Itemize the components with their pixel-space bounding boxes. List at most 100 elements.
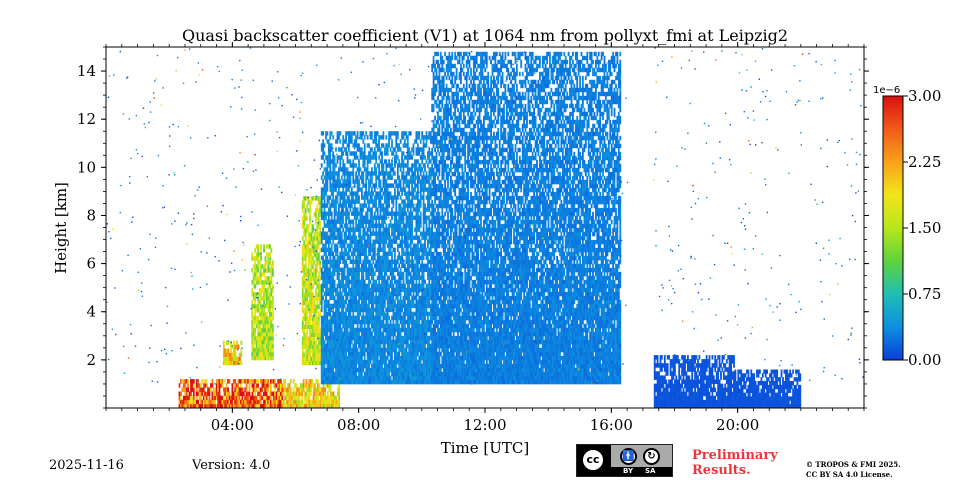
heatmap-cell <box>329 275 332 280</box>
heatmap-cell <box>323 211 326 216</box>
heatmap-cell <box>325 179 327 184</box>
heatmap-cell <box>381 155 383 160</box>
heatmap-cell <box>396 259 399 264</box>
heatmap-cell <box>332 235 335 240</box>
heatmap-cell <box>228 403 231 408</box>
heatmap-cell <box>338 171 340 176</box>
heatmap-cell <box>326 283 329 289</box>
heatmap-cell <box>361 287 363 293</box>
heatmap-cell <box>385 167 388 172</box>
heatmap-cell <box>301 276 304 281</box>
heatmap-cell <box>401 307 403 313</box>
heatmap-cell <box>355 211 357 216</box>
heatmap-cell <box>378 175 380 180</box>
heatmap-cell <box>340 251 343 256</box>
heatmap-cell <box>264 260 267 265</box>
heatmap-cell <box>330 243 333 248</box>
heatmap-cell <box>266 268 268 273</box>
heatmap-cell <box>257 343 260 349</box>
heatmap-cell <box>251 280 254 285</box>
heatmap-cell <box>260 276 262 281</box>
heatmap-cell <box>228 352 231 357</box>
heatmap-cell <box>329 307 332 313</box>
heatmap-cell <box>265 387 268 392</box>
heatmap-cell <box>294 391 296 396</box>
heatmap-cell <box>371 331 373 337</box>
heatmap-cell <box>361 179 363 184</box>
heatmap-cell <box>285 403 288 408</box>
heatmap-cell <box>322 279 324 284</box>
heatmap-cell <box>342 303 345 309</box>
heatmap-cell <box>254 264 257 269</box>
heatmap-cell <box>356 183 359 188</box>
heatmap-cell <box>275 383 278 388</box>
heatmap-cell <box>267 316 270 321</box>
heatmap-cell <box>306 324 309 329</box>
heatmap-cell <box>306 280 309 285</box>
heatmap-cell <box>327 303 330 309</box>
heatmap-cell <box>322 379 324 385</box>
heatmap-cell <box>257 324 260 329</box>
heatmap-cell <box>326 263 329 268</box>
heatmap-cell <box>356 375 359 381</box>
heatmap-cell <box>409 307 412 313</box>
heatmap-cell <box>251 336 254 341</box>
heatmap-cell <box>234 383 237 388</box>
heatmap-cell <box>408 283 411 289</box>
heatmap-cell <box>332 263 335 268</box>
heatmap-cell <box>339 371 342 377</box>
heatmap-cell <box>270 304 273 309</box>
heatmap-cell <box>309 248 311 253</box>
heatmap-cell <box>191 383 194 388</box>
heatmap-cell <box>361 203 363 208</box>
heatmap-cell <box>299 387 302 392</box>
heatmap-cell <box>292 391 295 396</box>
heatmap-cell <box>277 399 279 405</box>
heatmap-cell <box>339 255 342 260</box>
heatmap-cell <box>412 191 415 196</box>
heatmap-cell <box>304 340 307 345</box>
heatmap-cell <box>336 199 339 204</box>
heatmap-cell <box>356 335 359 341</box>
heatmap-cell <box>385 179 388 184</box>
heatmap-cell <box>267 332 270 337</box>
heatmap-cell <box>320 175 323 180</box>
heatmap-cell <box>399 195 402 200</box>
heatmap-cell <box>234 344 237 349</box>
heatmap-cell <box>345 191 347 196</box>
heatmap-cell <box>301 387 304 392</box>
heatmap-cell <box>376 355 379 361</box>
heatmap-cell <box>255 316 258 321</box>
heatmap-cell <box>342 315 345 321</box>
heatmap-cell <box>335 291 337 297</box>
heatmap-cell <box>254 260 257 265</box>
heatmap-cell <box>343 179 346 184</box>
heatmap-cell <box>181 399 184 405</box>
heatmap-cell <box>188 391 191 396</box>
heatmap-cell <box>310 196 313 201</box>
heatmap-cell <box>310 284 313 289</box>
heatmap-cell <box>396 187 399 192</box>
heatmap-cell <box>333 331 336 337</box>
heatmap-cell <box>342 295 345 301</box>
heatmap-cell <box>303 240 306 245</box>
heatmap-cell <box>394 147 396 152</box>
heatmap-cell <box>345 227 347 232</box>
heatmap-cell <box>323 203 326 208</box>
heatmap-cell <box>320 331 323 337</box>
heatmap-cell <box>348 299 350 305</box>
heatmap-cell <box>348 315 350 321</box>
heatmap-cell <box>368 187 370 192</box>
heatmap-cell <box>264 347 267 353</box>
heatmap-cell <box>335 339 337 345</box>
heatmap-cell <box>388 287 390 293</box>
heatmap-cell <box>310 236 313 241</box>
heatmap-cell <box>309 324 311 329</box>
heatmap-cell <box>217 383 219 388</box>
heatmap-cell <box>352 159 355 164</box>
heatmap-cell <box>418 319 421 325</box>
heatmap-cell <box>332 395 335 401</box>
heatmap-cell <box>340 183 343 188</box>
heatmap-cell <box>182 395 185 401</box>
heatmap-cell <box>254 347 257 353</box>
